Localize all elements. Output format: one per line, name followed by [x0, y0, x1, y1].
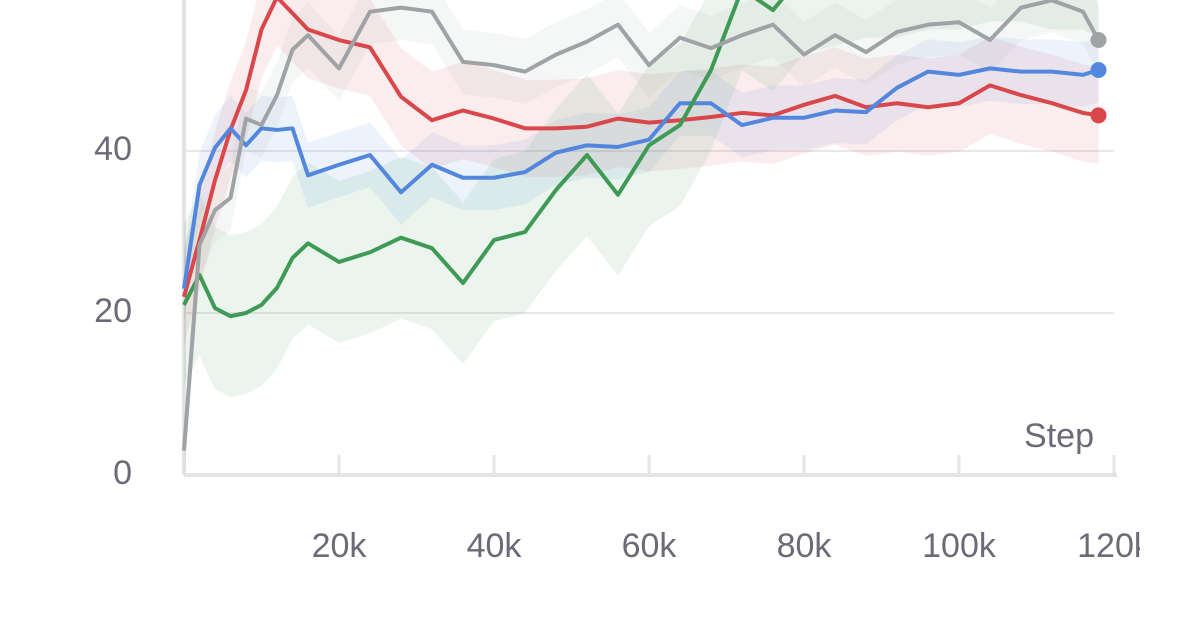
band: [184, 0, 1099, 398]
x-tick-label: 60k: [622, 527, 678, 565]
line: [182, 0, 784, 319]
y-tick-label: 20: [94, 292, 132, 330]
end-dot: [1090, 32, 1107, 49]
line: [182, 0, 1101, 451]
end-dot: [1090, 107, 1107, 124]
x-tick-label: 80k: [777, 527, 833, 565]
band: [184, 0, 1099, 484]
end-dot: [1090, 62, 1107, 78]
y-tick-label: 40: [94, 130, 132, 168]
line: [182, 0, 1099, 298]
band: [184, 0, 1099, 346]
x-axis-label: Step: [1024, 417, 1094, 455]
y-tick-label: 60: [94, 0, 132, 6]
line: [182, 66, 1100, 289]
y-tick-label: 0: [113, 454, 132, 492]
x-tick-label: 100k: [922, 527, 997, 565]
x-tick-label: 20k: [312, 527, 368, 565]
x-tick-label: 120k: [1077, 527, 1152, 565]
x-tick-label: 40k: [467, 527, 523, 565]
